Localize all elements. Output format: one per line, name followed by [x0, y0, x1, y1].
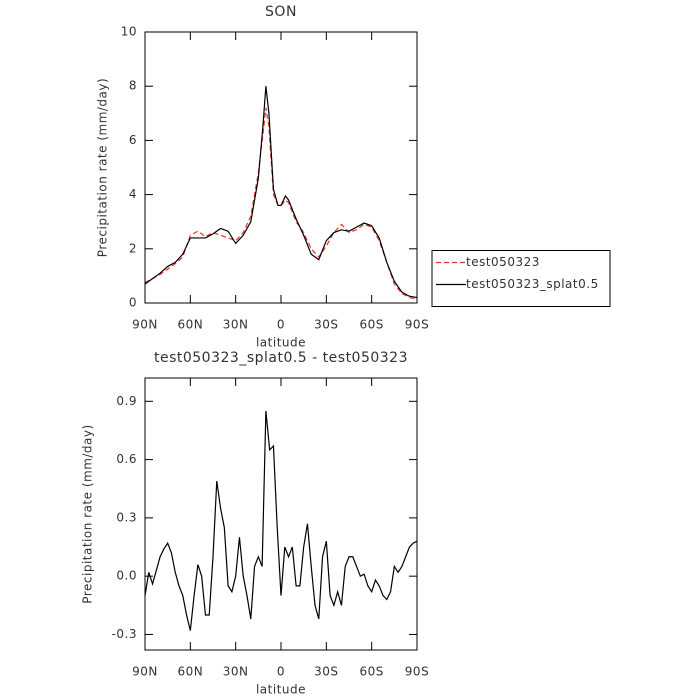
y-tick-label: 2: [129, 241, 137, 255]
y-tick-label: 8: [129, 79, 137, 93]
y-tick-label: 4: [129, 187, 137, 201]
y-tick-label: 0: [129, 296, 137, 310]
y-tick-label: 0.9: [116, 394, 137, 408]
data-line: [144, 107, 418, 300]
legend-label: test050323: [466, 255, 540, 269]
y-tick-label: 0.6: [116, 452, 137, 466]
x-tick-label: 60N: [177, 318, 203, 332]
y-tick-label: 0.0: [116, 569, 137, 583]
y-axis-label: Precipitation rate (mm/day): [96, 78, 110, 257]
chart-title: SON: [265, 4, 297, 20]
data-line: [144, 410, 418, 631]
x-tick-label: 30N: [223, 665, 249, 679]
legend-box: [431, 250, 611, 307]
plot-frame: [144, 31, 418, 304]
plot-frame: [144, 377, 418, 651]
data-line: [144, 86, 418, 299]
x-axis-label: latitude: [256, 683, 306, 697]
x-tick-label: 90N: [132, 665, 158, 679]
x-tick-label: 0: [277, 665, 285, 679]
chart-title: test050323_splat0.5 - test050323: [154, 350, 408, 366]
x-tick-label: 90S: [405, 665, 429, 679]
y-tick-label: -0.3: [112, 627, 137, 641]
y-axis-label: Precipitation rate (mm/day): [81, 424, 95, 603]
x-tick-label: 90N: [132, 318, 158, 332]
x-tick-label: 30S: [314, 665, 338, 679]
y-tick-label: 10: [121, 25, 137, 39]
x-axis-label: latitude: [256, 336, 306, 350]
x-tick-label: 30S: [314, 318, 338, 332]
x-tick-label: 60S: [359, 318, 383, 332]
x-tick-label: 60N: [177, 665, 203, 679]
x-tick-label: 30N: [223, 318, 249, 332]
legend-label: test050323_splat0.5: [466, 277, 599, 291]
x-tick-label: 0: [277, 318, 285, 332]
y-tick-label: 6: [129, 133, 137, 147]
x-tick-label: 60S: [359, 665, 383, 679]
y-tick-label: 0.3: [116, 510, 137, 524]
x-tick-label: 90S: [405, 318, 429, 332]
